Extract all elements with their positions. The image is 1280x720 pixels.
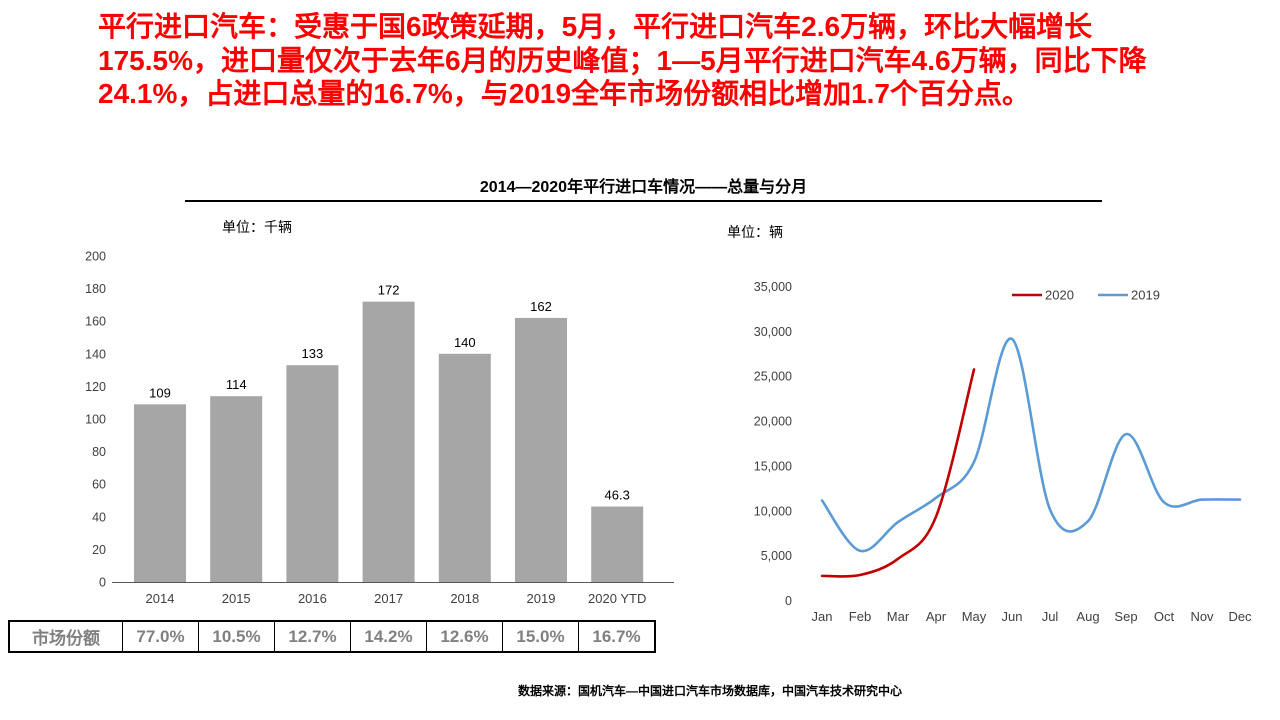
bar bbox=[438, 353, 491, 582]
market-share-row-label: 市场份额 bbox=[32, 629, 100, 648]
bar bbox=[515, 317, 567, 582]
y-tick-label: 160 bbox=[85, 315, 106, 329]
series-line-2019 bbox=[820, 337, 1242, 553]
x-month-label: Jan bbox=[812, 609, 833, 624]
bar-value-label: 172 bbox=[378, 283, 400, 298]
bar bbox=[591, 506, 644, 582]
market-share-cell: 16.7% bbox=[578, 622, 654, 651]
bar-value-label: 114 bbox=[226, 377, 247, 392]
y-tick-label: 30,000 bbox=[754, 325, 792, 339]
title-underline bbox=[185, 200, 1102, 202]
bar bbox=[362, 301, 415, 582]
y-tick-label: 20,000 bbox=[754, 415, 792, 429]
x-category-label: 2017 bbox=[374, 591, 403, 606]
x-category-label: 2019 bbox=[527, 591, 556, 606]
line-chart: 0 5,000 10,000 15,000 20,000 25,000 30,000 35,0… bbox=[754, 280, 1252, 624]
data-source: 数据来源：国机汽车—中国进口汽车市场数据库，中国汽车技术研究中心 bbox=[517, 684, 903, 698]
chart-title: 2014—2020年平行进口车情况——总量与分月 bbox=[479, 179, 808, 196]
bar bbox=[286, 365, 339, 582]
x-category-label: 2015 bbox=[222, 591, 251, 606]
y-tick-label: 120 bbox=[85, 380, 106, 394]
x-month-label: Sep bbox=[1114, 609, 1137, 624]
y-tick-label: 0 bbox=[99, 576, 106, 590]
y-tick-label: 20 bbox=[92, 543, 106, 557]
market-share-cell: 12.6% bbox=[426, 622, 502, 651]
bar-value-label: 46.3 bbox=[605, 488, 630, 503]
bar-chart-unit-label: 单位：千辆 bbox=[222, 219, 292, 235]
y-tick-label: 180 bbox=[85, 282, 106, 296]
market-share-cell: 12.7% bbox=[274, 622, 350, 651]
legend-label-2019: 2019 bbox=[1131, 288, 1160, 303]
x-category-label: 2016 bbox=[298, 591, 327, 606]
headline: 平行进口汽车：受惠于国6政策延期，5月，平行进口汽车2.6万辆，环比大幅增长17… bbox=[98, 11, 1147, 110]
y-tick-label: 0 bbox=[785, 594, 792, 608]
bar-value-label: 162 bbox=[530, 299, 552, 314]
x-month-label: Feb bbox=[849, 609, 871, 624]
bar-value-label: 140 bbox=[454, 335, 476, 350]
bar-chart: 0 20 40 60 80 100 120 140 160 180 200 109 2014 114 201… bbox=[85, 250, 674, 606]
series-line-2020 bbox=[820, 368, 976, 578]
line-chart-unit-label: 单位：辆 bbox=[727, 224, 783, 240]
x-category-label: 2014 bbox=[146, 591, 175, 606]
market-share-cell: 15.0% bbox=[502, 622, 578, 651]
y-tick-label: 80 bbox=[92, 445, 106, 459]
x-month-label: Apr bbox=[926, 609, 947, 624]
y-tick-label: 140 bbox=[85, 347, 106, 361]
legend-label-2020: 2020 bbox=[1045, 288, 1074, 303]
x-month-label: Aug bbox=[1076, 609, 1099, 624]
y-tick-label: 35,000 bbox=[754, 280, 792, 294]
x-month-label: May bbox=[962, 609, 987, 624]
market-share-table: 市场份额 77.0% 10.5% 12.7% 14.2% 12.6% 15.0% 16.7% bbox=[8, 620, 656, 653]
x-category-label: 2018 bbox=[450, 591, 479, 606]
y-tick-label: 5,000 bbox=[761, 549, 792, 563]
market-share-cell: 77.0% bbox=[122, 622, 198, 651]
y-tick-label: 200 bbox=[85, 250, 106, 264]
market-share-cell: 14.2% bbox=[350, 622, 426, 651]
bar-value-label: 109 bbox=[149, 385, 171, 400]
y-tick-label: 60 bbox=[92, 478, 106, 492]
bar bbox=[134, 404, 186, 582]
y-tick-label: 10,000 bbox=[754, 504, 792, 518]
y-tick-label: 100 bbox=[85, 413, 106, 427]
x-month-label: Jul bbox=[1042, 609, 1059, 624]
x-category-label: 2020 YTD bbox=[588, 591, 646, 606]
x-month-label: Jun bbox=[1002, 609, 1023, 624]
x-month-label: Mar bbox=[887, 609, 910, 624]
y-tick-label: 15,000 bbox=[754, 459, 792, 473]
x-month-label: Dec bbox=[1228, 609, 1252, 624]
bar-value-label: 133 bbox=[302, 346, 324, 361]
bar bbox=[210, 396, 263, 582]
y-tick-label: 40 bbox=[92, 510, 106, 524]
y-tick-label: 25,000 bbox=[754, 370, 792, 384]
x-month-label: Nov bbox=[1190, 609, 1214, 624]
market-share-cell: 10.5% bbox=[198, 622, 274, 651]
x-month-label: Oct bbox=[1154, 609, 1175, 624]
